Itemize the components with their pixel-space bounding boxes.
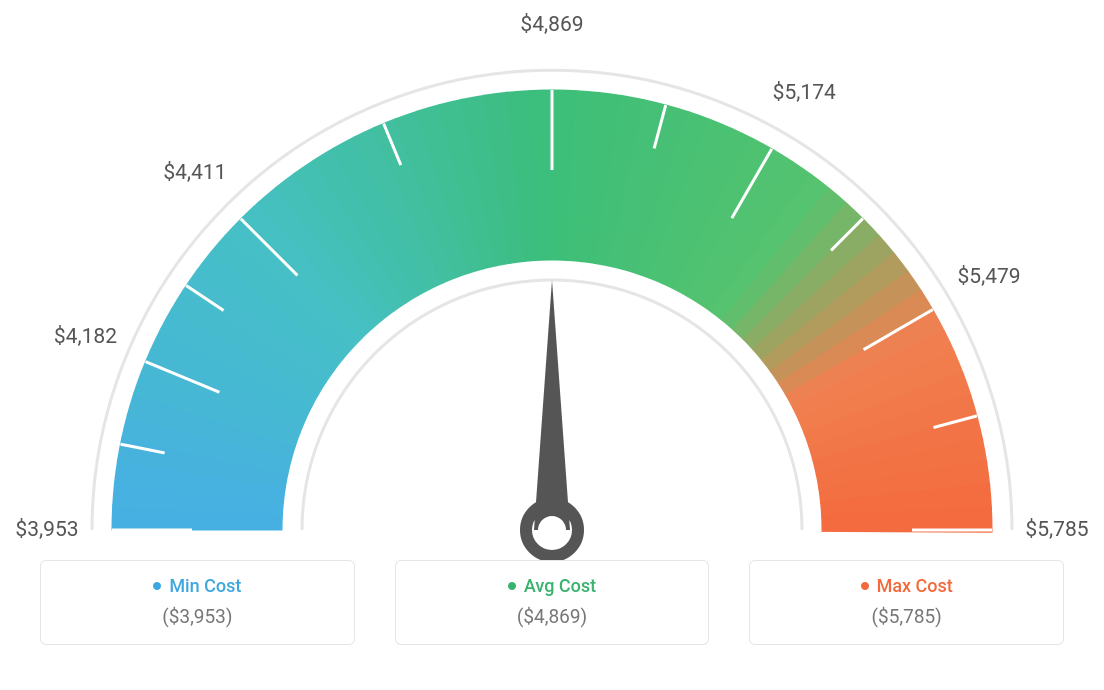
- max-cost-card: Max Cost ($5,785): [749, 560, 1064, 645]
- summary-cards: Min Cost ($3,953) Avg Cost ($4,869) Max …: [0, 560, 1104, 645]
- avg-dot-icon: [508, 582, 516, 590]
- gauge-tick-label: $3,953: [15, 518, 78, 542]
- gauge-tick-label: $4,182: [54, 325, 117, 349]
- max-cost-label-text: Max Cost: [877, 576, 953, 597]
- gauge-tick-label: $4,869: [520, 13, 583, 37]
- min-cost-label: Min Cost: [153, 576, 241, 597]
- avg-cost-value: ($4,869): [396, 605, 709, 628]
- min-dot-icon: [153, 582, 161, 590]
- gauge-tick-label: $5,479: [957, 265, 1020, 289]
- avg-cost-card: Avg Cost ($4,869): [395, 560, 710, 645]
- gauge-tick-label: $5,785: [1025, 518, 1088, 542]
- max-dot-icon: [861, 582, 869, 590]
- gauge-tick-label: $5,174: [773, 81, 836, 105]
- min-cost-label-text: Min Cost: [169, 576, 241, 597]
- avg-cost-label-text: Avg Cost: [524, 576, 596, 597]
- min-cost-card: Min Cost ($3,953): [40, 560, 355, 645]
- gauge-tick-label: $4,411: [163, 161, 226, 185]
- gauge-chart: $3,953 $4,182 $4,411 $4,869 $5,174 $5,479 $5,7…: [0, 0, 1104, 560]
- min-cost-value: ($3,953): [41, 605, 354, 628]
- avg-cost-label: Avg Cost: [508, 576, 596, 597]
- max-cost-label: Max Cost: [861, 576, 953, 597]
- gauge-svg: [0, 0, 1104, 560]
- max-cost-value: ($5,785): [750, 605, 1063, 628]
